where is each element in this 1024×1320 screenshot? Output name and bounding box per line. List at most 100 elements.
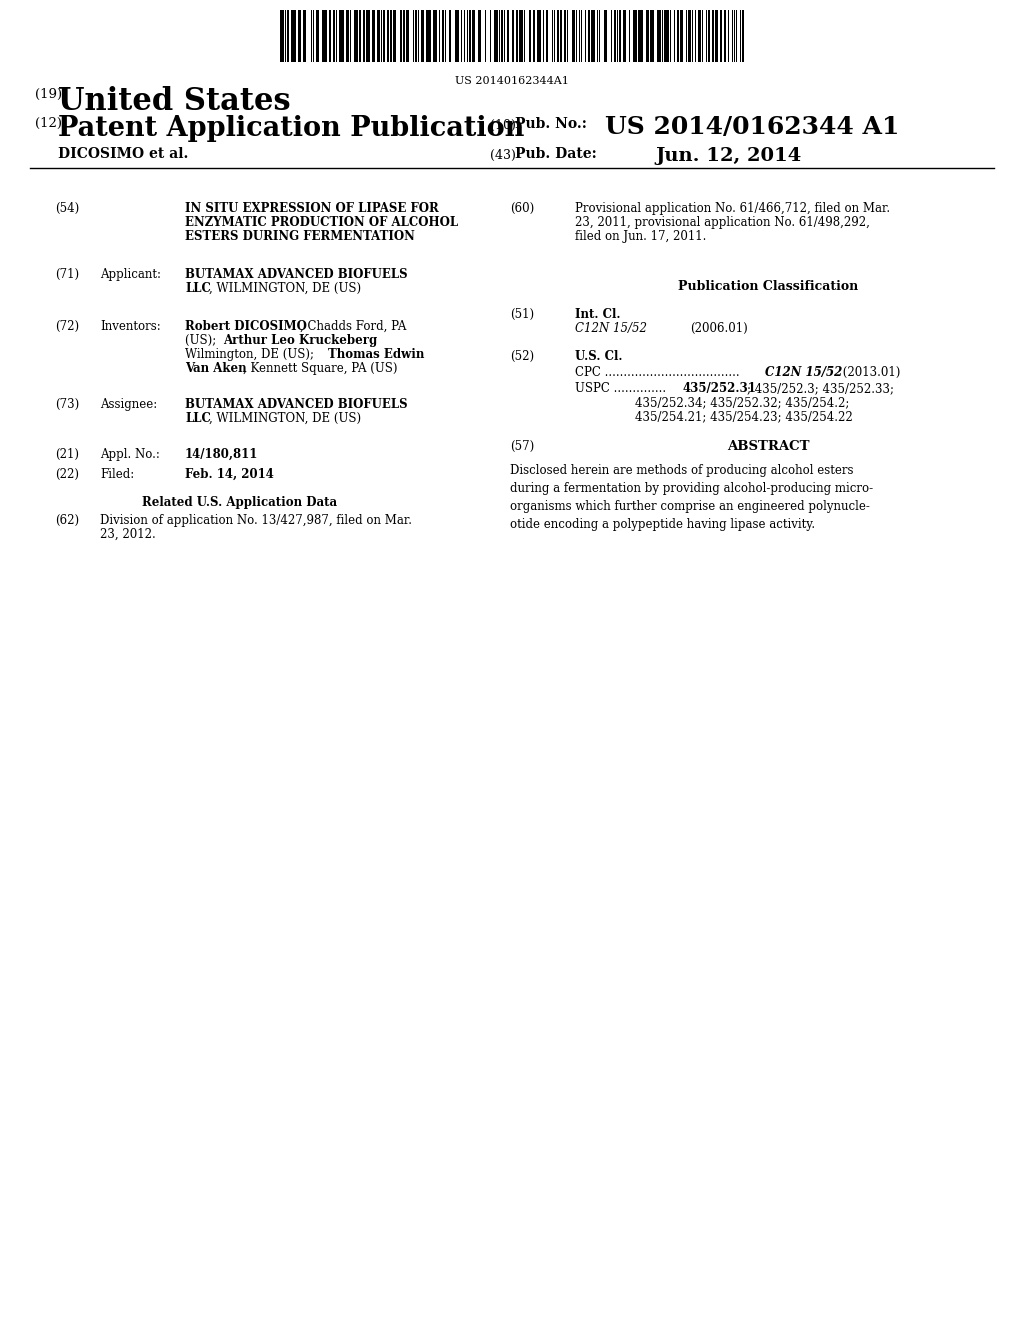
Bar <box>537 11 541 62</box>
Text: Van Aken: Van Aken <box>185 362 247 375</box>
Bar <box>516 11 518 62</box>
Bar <box>646 11 649 62</box>
Text: Division of application No. 13/427,987, filed on Mar.: Division of application No. 13/427,987, … <box>100 513 412 527</box>
Text: BUTAMAX ADVANCED BIOFUELS: BUTAMAX ADVANCED BIOFUELS <box>185 268 408 281</box>
Bar <box>359 11 361 62</box>
Bar <box>742 11 744 62</box>
Bar <box>393 11 396 62</box>
Text: Filed:: Filed: <box>100 469 134 480</box>
Text: Pub. Date:: Pub. Date: <box>515 147 597 161</box>
Text: (19): (19) <box>35 88 62 102</box>
Bar <box>638 11 643 62</box>
Text: 435/252.31: 435/252.31 <box>683 381 757 395</box>
Bar <box>291 11 296 62</box>
Bar <box>426 11 431 62</box>
Text: Applicant:: Applicant: <box>100 268 161 281</box>
Text: ; 435/252.3; 435/252.33;: ; 435/252.3; 435/252.33; <box>746 381 894 395</box>
Bar <box>724 11 726 62</box>
Bar <box>478 11 481 62</box>
Bar <box>618 11 621 62</box>
Text: filed on Jun. 17, 2011.: filed on Jun. 17, 2011. <box>575 230 707 243</box>
Text: (60): (60) <box>510 202 535 215</box>
Text: (2013.01): (2013.01) <box>839 366 900 379</box>
Text: C12N 15/52: C12N 15/52 <box>575 322 647 335</box>
Text: (22): (22) <box>55 469 79 480</box>
Bar <box>303 11 306 62</box>
Bar <box>442 11 444 62</box>
Bar <box>657 11 662 62</box>
Bar <box>688 11 691 62</box>
Bar <box>680 11 683 62</box>
Text: Disclosed herein are methods of producing alcohol esters
during a fermentation b: Disclosed herein are methods of producin… <box>510 465 873 531</box>
Bar <box>560 11 562 62</box>
Text: (10): (10) <box>490 119 516 132</box>
Text: Related U.S. Application Data: Related U.S. Application Data <box>142 496 338 510</box>
Bar <box>287 11 289 62</box>
Text: LLC: LLC <box>185 412 211 425</box>
Text: (73): (73) <box>55 399 79 411</box>
Text: United States: United States <box>58 86 291 117</box>
Text: IN SITU EXPRESSION OF LIPASE FOR: IN SITU EXPRESSION OF LIPASE FOR <box>185 202 438 215</box>
Bar <box>604 11 607 62</box>
Text: 23, 2011, provisional application No. 61/498,292,: 23, 2011, provisional application No. 61… <box>575 216 869 228</box>
Bar <box>564 11 566 62</box>
Text: (2006.01): (2006.01) <box>690 322 748 335</box>
Text: (71): (71) <box>55 268 79 281</box>
Text: Arthur Leo Kruckeberg: Arthur Leo Kruckeberg <box>223 334 377 347</box>
Bar <box>362 11 365 62</box>
Bar <box>664 11 669 62</box>
Bar <box>280 11 284 62</box>
Bar <box>712 11 714 62</box>
Bar <box>708 11 710 62</box>
Bar <box>623 11 626 62</box>
Text: 435/254.21; 435/254.23; 435/254.22: 435/254.21; 435/254.23; 435/254.22 <box>635 411 853 422</box>
Text: US 2014/0162344 A1: US 2014/0162344 A1 <box>605 115 899 139</box>
Text: Appl. No.:: Appl. No.: <box>100 447 160 461</box>
Bar <box>546 11 548 62</box>
Bar <box>588 11 590 62</box>
Text: , Kennett Square, PA (US): , Kennett Square, PA (US) <box>243 362 397 375</box>
Bar <box>534 11 535 62</box>
Text: Int. Cl.: Int. Cl. <box>575 308 621 321</box>
Bar <box>501 11 503 62</box>
Text: US 20140162344A1: US 20140162344A1 <box>455 77 569 86</box>
Text: Thomas Edwin: Thomas Edwin <box>328 348 424 360</box>
Bar <box>650 11 654 62</box>
Bar <box>403 11 406 62</box>
Text: (72): (72) <box>55 319 79 333</box>
Text: Publication Classification: Publication Classification <box>678 280 858 293</box>
Text: LLC: LLC <box>185 282 211 294</box>
Text: Inventors:: Inventors: <box>100 319 161 333</box>
Text: U.S. Cl.: U.S. Cl. <box>575 350 623 363</box>
Text: Provisional application No. 61/466,712, filed on Mar.: Provisional application No. 61/466,712, … <box>575 202 890 215</box>
Text: C12N 15/52: C12N 15/52 <box>765 366 843 379</box>
Bar <box>529 11 531 62</box>
Bar <box>715 11 718 62</box>
Text: (12): (12) <box>35 117 62 129</box>
Bar <box>383 11 385 62</box>
Text: (52): (52) <box>510 350 535 363</box>
Bar <box>633 11 637 62</box>
Bar <box>572 11 575 62</box>
Text: DICOSIMO et al.: DICOSIMO et al. <box>58 147 188 161</box>
Bar <box>415 11 417 62</box>
Text: (43): (43) <box>490 149 516 162</box>
Bar <box>339 11 344 62</box>
Text: Patent Application Publication: Patent Application Publication <box>58 115 524 143</box>
Bar <box>720 11 722 62</box>
Bar <box>372 11 375 62</box>
Text: Feb. 14, 2014: Feb. 14, 2014 <box>185 469 273 480</box>
Bar <box>354 11 358 62</box>
Text: , WILMINGTON, DE (US): , WILMINGTON, DE (US) <box>209 412 361 425</box>
Bar <box>519 11 523 62</box>
Bar <box>421 11 424 62</box>
Bar <box>557 11 559 62</box>
Bar <box>591 11 595 62</box>
Text: (62): (62) <box>55 513 79 527</box>
Text: ESTERS DURING FERMENTATION: ESTERS DURING FERMENTATION <box>185 230 415 243</box>
Bar <box>366 11 370 62</box>
Bar <box>387 11 389 62</box>
Text: Pub. No.:: Pub. No.: <box>515 117 587 131</box>
Text: Robert DICOSIMO: Robert DICOSIMO <box>185 319 307 333</box>
Text: ,: , <box>370 334 374 347</box>
